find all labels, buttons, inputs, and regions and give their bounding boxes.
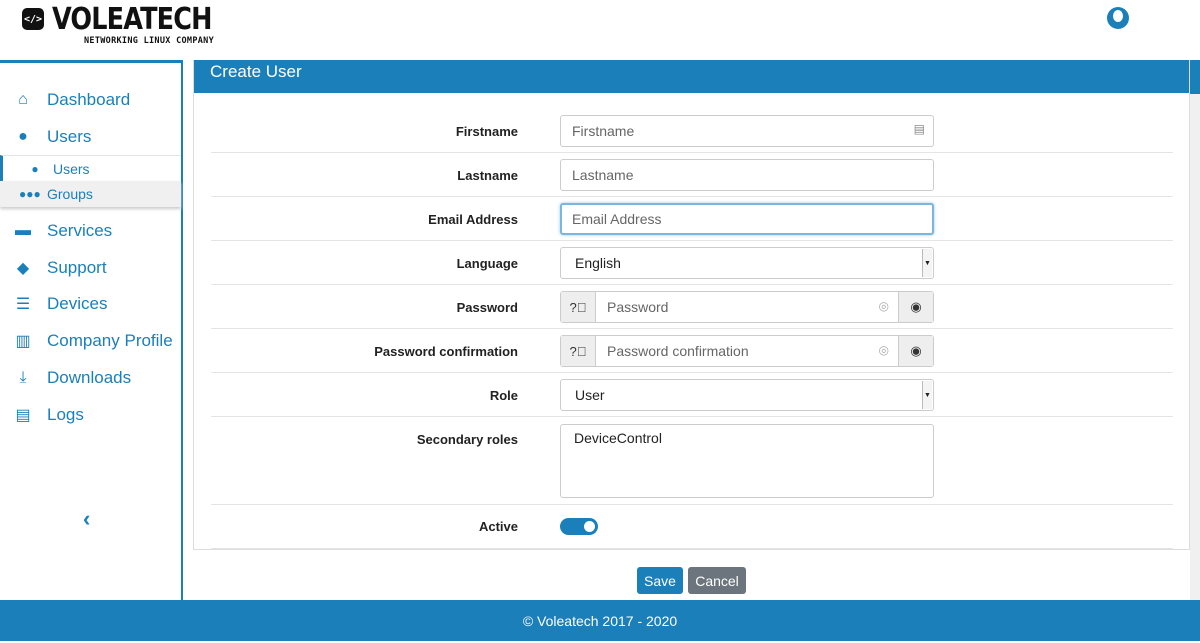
caret-down-icon: ▼: [922, 381, 932, 409]
eye-icon[interactable]: ◉: [898, 336, 933, 366]
save-button[interactable]: Save: [637, 567, 683, 594]
active-toggle[interactable]: [560, 518, 598, 535]
sidebar-item-label: Dashboard: [47, 90, 131, 109]
form-row-password: Password ?⃝ Password ◎ ◉: [211, 285, 1173, 329]
sidebar-item-services[interactable]: ▬ Services: [12, 221, 112, 241]
user-icon: ●: [31, 161, 39, 176]
form-row-role: Role User ▼: [211, 373, 1173, 417]
sidebar-item-support[interactable]: ◆ Support: [12, 258, 107, 278]
file-icon: ▤: [15, 407, 31, 424]
form-row-email: Email Address Email Address: [211, 197, 1173, 241]
form-row-active: Active: [211, 505, 1173, 549]
role-value: User: [575, 387, 605, 403]
user-avatar-icon[interactable]: [1107, 7, 1129, 29]
id-card-icon: ▤: [913, 122, 925, 136]
logo[interactable]: </> VOLEATECH NETWORKING LINUX COMPANY: [22, 4, 240, 46]
cancel-button[interactable]: Cancel: [688, 567, 746, 594]
building-icon: ▥: [15, 333, 31, 350]
caret-down-icon: ▼: [922, 249, 932, 277]
language-select[interactable]: English ▼: [560, 247, 934, 279]
password-confirmation-input[interactable]: ?⃝ Password confirmation ◎ ◉: [560, 335, 934, 367]
language-label: Language: [456, 256, 518, 271]
help-icon[interactable]: ?⃝: [561, 292, 596, 322]
panel-title: Create User: [194, 60, 1189, 93]
sidebar-subitem-groups[interactable]: ●●● Groups: [0, 181, 181, 207]
role-label: Role: [489, 388, 518, 403]
user-icon: ●: [18, 128, 28, 145]
sidebar-item-label: Support: [47, 258, 107, 277]
sidebar-item-logs[interactable]: ▤ Logs: [12, 405, 84, 425]
sidebar-item-dashboard[interactable]: ⌂ Dashboard: [12, 90, 130, 110]
sidebar-item-label: Services: [47, 221, 113, 240]
scrollbar-thumb[interactable]: [1190, 60, 1200, 94]
eye-icon[interactable]: ◉: [898, 292, 933, 322]
sidebar: ⌂ Dashboard ● Users ● Users ●●● Groups ▬ Serv…: [0, 60, 183, 600]
email-label: Email Address: [428, 212, 518, 227]
hand-icon: ▬: [15, 222, 31, 239]
sidebar-subitem-label: Groups: [47, 186, 93, 202]
download-icon: ⤓: [19, 369, 27, 386]
form-row-language: Language English ▼: [211, 241, 1173, 285]
brand-tagline: NETWORKING LINUX COMPANY: [84, 36, 215, 46]
sidebar-item-users[interactable]: ● Users: [12, 127, 91, 147]
sidebar-item-label: Company Profile: [47, 331, 173, 350]
create-user-panel: Create User Firstname Firstname ▤ Lastnam…: [193, 60, 1190, 550]
help-icon[interactable]: ?⃝: [561, 336, 596, 366]
top-header: </> VOLEATECH NETWORKING LINUX COMPANY: [0, 0, 1200, 60]
users-icon: ●●●: [19, 187, 41, 201]
sidebar-item-label: Devices: [47, 294, 108, 313]
password-input[interactable]: ?⃝ Password ◎ ◉: [560, 291, 934, 323]
firstname-label: Firstname: [455, 124, 518, 139]
firstname-input[interactable]: Firstname ▤: [560, 115, 934, 147]
server-icon: ☰: [15, 296, 31, 313]
sidebar-item-label: Downloads: [47, 368, 132, 387]
role-select[interactable]: User ▼: [560, 379, 934, 411]
lastname-label: Lastname: [457, 168, 518, 183]
firstname-placeholder: Firstname: [572, 123, 635, 139]
sidebar-subitem-label: Users: [53, 160, 90, 177]
scrollbar[interactable]: [1190, 60, 1200, 600]
secondary-roles-option: DeviceControl: [574, 430, 662, 446]
sidebar-item-label: Users: [47, 127, 92, 146]
password-confirmation-label: Password confirmation: [374, 344, 518, 359]
sidebar-item-downloads[interactable]: ⤓ Downloads: [12, 368, 131, 388]
footer: © Voleatech 2017 - 2020: [0, 600, 1200, 641]
email-placeholder: Email Address: [572, 211, 662, 227]
password-label: Password: [456, 300, 518, 315]
email-input[interactable]: Email Address: [560, 203, 934, 235]
key-icon: ◎: [878, 299, 889, 313]
form-row-password-confirmation: Password confirmation ?⃝ Password confir…: [211, 329, 1173, 373]
secondary-roles-label: Secondary roles: [416, 432, 518, 447]
sidebar-item-devices[interactable]: ☰ Devices: [12, 294, 108, 314]
brand-name: VOLEATECH: [52, 2, 212, 37]
home-icon: ⌂: [18, 91, 28, 108]
diamond-icon: ◆: [16, 260, 30, 277]
secondary-roles-select[interactable]: DeviceControl: [560, 424, 934, 498]
form-row-lastname: Lastname Lastname: [211, 153, 1173, 197]
language-value: English: [575, 255, 621, 271]
sidebar-item-label: Logs: [47, 405, 84, 424]
key-icon: ◎: [878, 343, 889, 357]
code-icon: </>: [22, 8, 44, 30]
form-row-secondary-roles: Secondary roles DeviceControl: [211, 417, 1173, 505]
password-confirmation-placeholder: Password confirmation: [607, 343, 749, 359]
sidebar-subitem-users[interactable]: ● Users: [0, 155, 181, 181]
sidebar-item-company-profile[interactable]: ▥ Company Profile: [12, 331, 173, 351]
form-row-firstname: Firstname Firstname ▤: [211, 109, 1173, 153]
chevron-left-icon[interactable]: ‹: [83, 506, 91, 531]
lastname-input[interactable]: Lastname: [560, 159, 934, 191]
lastname-placeholder: Lastname: [572, 167, 634, 183]
password-placeholder: Password: [607, 299, 669, 315]
active-label: Active: [478, 519, 518, 534]
